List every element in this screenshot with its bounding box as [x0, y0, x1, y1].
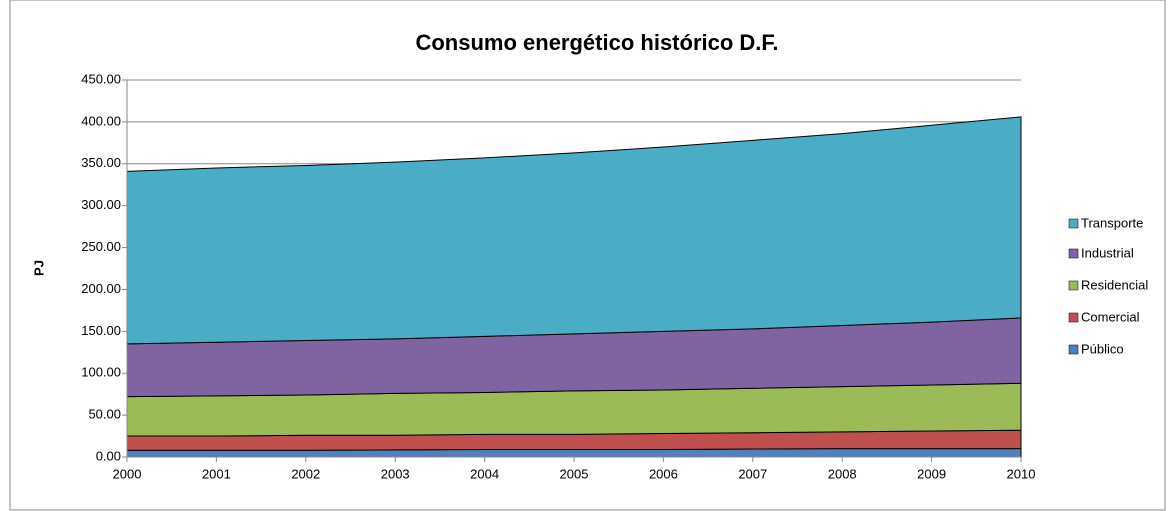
y-tick-label: 50.00	[88, 407, 121, 422]
legend-swatch	[1068, 280, 1079, 291]
x-tick-label: 2003	[381, 466, 410, 481]
x-tick-label: 2002	[291, 466, 320, 481]
legend-swatch	[1068, 344, 1079, 355]
y-tick-label: 100.00	[81, 365, 121, 380]
x-tick-label: 2007	[738, 466, 767, 481]
y-tick-label: 0.00	[96, 448, 121, 463]
chart-title: Consumo energético histórico D.F.	[415, 30, 778, 55]
y-tick-label: 450.00	[81, 71, 121, 86]
y-axis-label: PJ	[31, 260, 46, 276]
y-tick-label: 200.00	[81, 281, 121, 296]
legend-swatch	[1068, 312, 1079, 323]
legend-label: Comercial	[1081, 309, 1140, 324]
x-tick-label: 2008	[828, 466, 857, 481]
y-tick-label: 300.00	[81, 197, 121, 212]
legend-label: Transporte	[1081, 215, 1143, 230]
x-tick-label: 2000	[113, 466, 142, 481]
y-tick-label: 350.00	[81, 155, 121, 170]
x-tick-label: 2010	[1007, 466, 1036, 481]
legend-label: Público	[1081, 341, 1124, 356]
legend-swatch	[1068, 248, 1079, 259]
x-tick-label: 2004	[470, 466, 499, 481]
x-tick-label: 2001	[202, 466, 231, 481]
x-tick-label: 2009	[917, 466, 946, 481]
legend-swatch	[1068, 218, 1079, 229]
legend-label: Industrial	[1081, 245, 1134, 260]
y-tick-label: 250.00	[81, 239, 121, 254]
legend-label: Residencial	[1081, 277, 1148, 292]
area	[126, 116, 1022, 345]
x-tick-label: 2005	[560, 466, 589, 481]
y-tick-label: 400.00	[81, 113, 121, 128]
y-tick-label: 150.00	[81, 323, 121, 338]
x-tick-label: 2006	[649, 466, 678, 481]
